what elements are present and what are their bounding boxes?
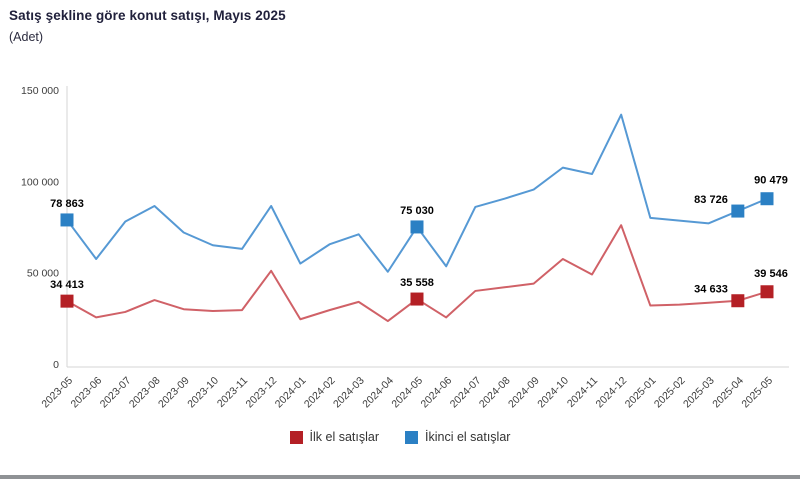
data-point-label: 75 030 (400, 205, 434, 217)
x-tick-label: 2024-06 (419, 375, 455, 411)
y-tick-label: 100 000 (21, 176, 59, 188)
series-marker (410, 220, 424, 234)
chart-header: Satış şekline göre konut satışı, Mayıs 2… (9, 8, 286, 44)
x-tick-label: 2024-12 (594, 375, 630, 411)
x-tick-label: 2024-09 (506, 375, 542, 411)
series-marker (760, 192, 774, 206)
y-tick-label: 50 000 (27, 268, 59, 280)
x-tick-label: 2024-10 (535, 375, 571, 411)
data-point-label: 83 726 (694, 194, 728, 206)
x-tick-label: 2025-01 (623, 375, 659, 411)
legend-item-ikinci-el[interactable]: İkinci el satışlar (405, 430, 510, 444)
y-tick-label: 0 (53, 359, 59, 371)
legend-label-ilk-el: İlk el satışlar (309, 430, 379, 444)
legend-item-ilk-el[interactable]: İlk el satışlar (289, 430, 379, 444)
x-tick-label: 2023-10 (185, 375, 221, 411)
chart-title: Satış şekline göre konut satışı, Mayıs 2… (9, 8, 286, 23)
series-marker (60, 213, 74, 227)
x-tick-label: 2025-05 (739, 375, 775, 411)
legend-label-ikinci-el: İkinci el satışlar (425, 430, 511, 444)
data-point-label: 34 633 (694, 284, 728, 296)
chart-unit-label: (Adet) (9, 30, 44, 44)
data-point-label: 90 479 (754, 175, 788, 187)
data-point-label: 78 863 (50, 198, 84, 210)
series-marker (731, 294, 745, 308)
x-tick-label: 2024-02 (302, 375, 338, 411)
x-tick-label: 2024-03 (331, 375, 367, 411)
x-tick-label: 2025-02 (652, 375, 688, 411)
x-tick-label: 2024-05 (389, 375, 425, 411)
x-tick-label: 2024-01 (273, 375, 309, 411)
series-marker (731, 204, 745, 218)
x-tick-label: 2023-08 (127, 375, 163, 411)
series-marker (760, 285, 774, 299)
data-point-label: 39 546 (754, 268, 788, 280)
x-tick-label: 2023-09 (156, 375, 192, 411)
series-line-İkinci el satışlar (66, 113, 768, 273)
bottom-scrollbar[interactable] (0, 475, 800, 479)
chart-legend: İlk el satışlar İkinci el satışlar (0, 425, 800, 449)
data-point-label: 35 558 (400, 277, 434, 289)
x-tick-label: 2024-08 (477, 375, 513, 411)
legend-swatch-red-icon (289, 430, 303, 444)
series-marker (410, 292, 424, 306)
data-point-label: 34 413 (50, 279, 84, 291)
x-tick-label: 2024-07 (448, 375, 484, 411)
y-tick-label: 150 000 (21, 85, 59, 97)
x-tick-label: 2023-12 (244, 375, 280, 411)
x-tick-label: 2024-04 (360, 375, 396, 411)
legend-swatch-blue-icon (405, 430, 418, 444)
x-tick-label: 2025-04 (710, 375, 746, 411)
series-marker (60, 294, 74, 308)
x-tick-label: 2023-07 (98, 375, 134, 411)
x-tick-label: 2025-03 (681, 375, 717, 411)
x-tick-label: 2023-06 (69, 375, 105, 411)
x-tick-label: 2023-05 (39, 375, 75, 411)
series-line-İlk el satışlar (66, 224, 768, 323)
